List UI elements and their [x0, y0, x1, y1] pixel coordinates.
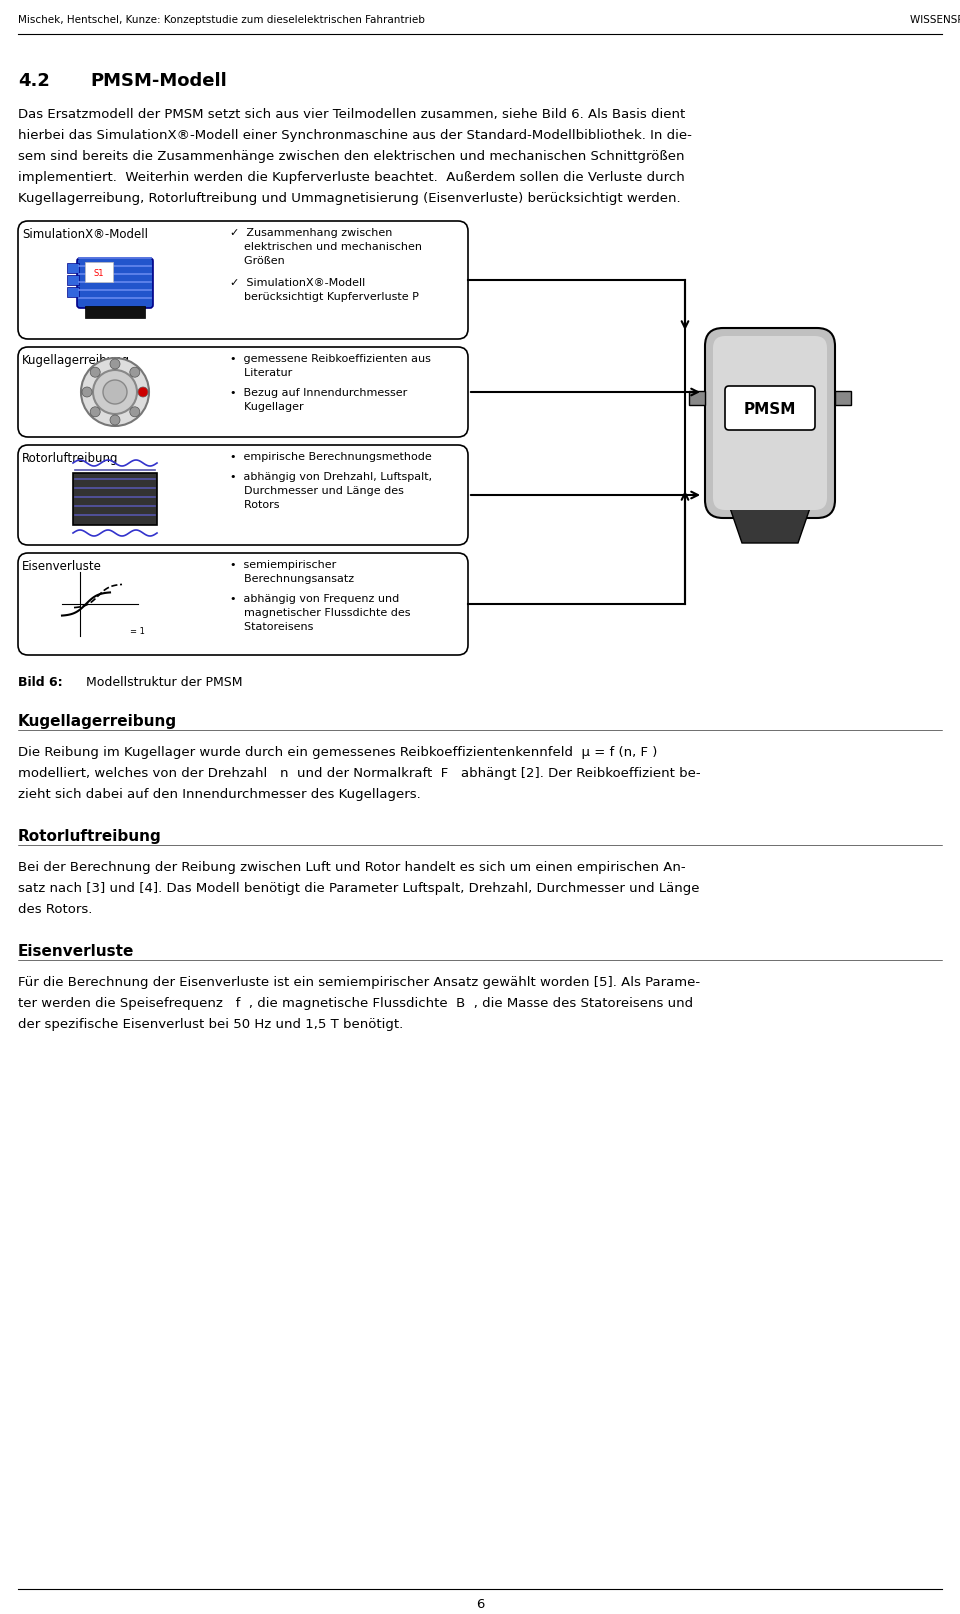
Text: Bild 6:: Bild 6:: [18, 676, 62, 689]
Circle shape: [81, 358, 149, 426]
Text: = 1: = 1: [130, 626, 145, 636]
Text: Statoreisens: Statoreisens: [230, 621, 313, 631]
Text: SimulationX®-Modell: SimulationX®-Modell: [22, 228, 148, 240]
Text: 4.2: 4.2: [18, 73, 50, 90]
Bar: [67, 276, 79, 286]
Text: WISSENSPORTAL baumaschine.de  2(2012): WISSENSPORTAL baumaschine.de 2(2012): [910, 15, 960, 24]
Text: sem sind bereits die Zusammenhänge zwischen den elektrischen und mechanischen Sc: sem sind bereits die Zusammenhänge zwisc…: [18, 150, 684, 163]
FancyBboxPatch shape: [18, 445, 468, 546]
Circle shape: [82, 387, 92, 397]
Circle shape: [110, 416, 120, 426]
Text: Eisenverluste: Eisenverluste: [18, 944, 134, 959]
Text: Kugellager: Kugellager: [230, 402, 303, 412]
Text: •  empirische Berechnungsmethode: • empirische Berechnungsmethode: [230, 452, 432, 462]
Text: berücksichtigt Kupferverluste P: berücksichtigt Kupferverluste P: [230, 292, 419, 302]
Text: •  abhängig von Drehzahl, Luftspalt,: • abhängig von Drehzahl, Luftspalt,: [230, 471, 432, 481]
Text: Kugellagerreibung: Kugellagerreibung: [22, 353, 131, 366]
Text: •  abhängig von Frequenz und: • abhängig von Frequenz und: [230, 594, 399, 604]
Text: zieht sich dabei auf den Innendurchmesser des Kugellagers.: zieht sich dabei auf den Innendurchmesse…: [18, 788, 420, 801]
Circle shape: [139, 389, 147, 397]
Text: Berechnungsansatz: Berechnungsansatz: [230, 573, 354, 584]
Circle shape: [110, 360, 120, 370]
Text: 6: 6: [476, 1598, 484, 1611]
Circle shape: [138, 387, 148, 397]
FancyBboxPatch shape: [18, 347, 468, 437]
Text: Die Reibung im Kugellager wurde durch ein gemessenes Reibkoeffizientenkennfeld  : Die Reibung im Kugellager wurde durch ei…: [18, 746, 658, 759]
Bar: [67, 287, 79, 299]
Text: Rotors: Rotors: [230, 500, 279, 510]
Text: Größen: Größen: [230, 257, 285, 266]
FancyBboxPatch shape: [713, 337, 827, 510]
Text: Rotorluftreibung: Rotorluftreibung: [18, 828, 161, 844]
Text: Modellstruktur der PMSM: Modellstruktur der PMSM: [74, 676, 243, 689]
Text: Rotorluftreibung: Rotorluftreibung: [22, 452, 118, 465]
Bar: [835, 392, 851, 405]
Text: Kugellagerreibung, Rotorluftreibung und Ummagnetisierung (Eisenverluste) berücks: Kugellagerreibung, Rotorluftreibung und …: [18, 192, 681, 205]
Bar: [689, 392, 705, 405]
FancyBboxPatch shape: [18, 554, 468, 655]
Text: hierbei das SimulationX®-Modell einer Synchronmaschine aus der Standard-Modellbi: hierbei das SimulationX®-Modell einer Sy…: [18, 129, 692, 142]
Text: Kugellagerreibung: Kugellagerreibung: [18, 713, 178, 728]
Circle shape: [130, 408, 140, 418]
Text: Eisenverluste: Eisenverluste: [22, 560, 102, 573]
Text: des Rotors.: des Rotors.: [18, 902, 92, 915]
Text: Literatur: Literatur: [230, 368, 292, 378]
Text: PMSM-Modell: PMSM-Modell: [90, 73, 227, 90]
Text: ✓  Zusammenhang zwischen: ✓ Zusammenhang zwischen: [230, 228, 393, 237]
FancyBboxPatch shape: [725, 387, 815, 431]
FancyBboxPatch shape: [705, 329, 835, 518]
Circle shape: [90, 408, 100, 418]
FancyBboxPatch shape: [18, 221, 468, 341]
FancyBboxPatch shape: [77, 258, 153, 308]
Text: modelliert, welches von der Drehzahl   n  und der Normalkraft  F   abhängt [2]. : modelliert, welches von der Drehzahl n u…: [18, 767, 701, 780]
Text: implementiert.  Weiterhin werden die Kupferverluste beachtet.  Außerdem sollen d: implementiert. Weiterhin werden die Kupf…: [18, 171, 684, 184]
Text: der spezifische Eisenverlust bei 50 Hz und 1,5 T benötigt.: der spezifische Eisenverlust bei 50 Hz u…: [18, 1017, 403, 1030]
Text: satz nach [3] und [4]. Das Modell benötigt die Parameter Luftspalt, Drehzahl, Du: satz nach [3] und [4]. Das Modell benöti…: [18, 881, 700, 894]
Text: Bei der Berechnung der Reibung zwischen Luft und Rotor handelt es sich um einen : Bei der Berechnung der Reibung zwischen …: [18, 860, 685, 873]
Bar: [85, 263, 113, 282]
Text: magnetischer Flussdichte des: magnetischer Flussdichte des: [230, 607, 411, 618]
Bar: [73, 473, 157, 526]
Text: ✓  SimulationX®-Modell: ✓ SimulationX®-Modell: [230, 278, 365, 287]
Text: •  semiempirischer: • semiempirischer: [230, 560, 336, 570]
Text: PMSM: PMSM: [744, 402, 796, 416]
Text: Das Ersatzmodell der PMSM setzt sich aus vier Teilmodellen zusammen, siehe Bild : Das Ersatzmodell der PMSM setzt sich aus…: [18, 108, 685, 121]
Bar: [67, 263, 79, 274]
Text: •  gemessene Reibkoeffizienten aus: • gemessene Reibkoeffizienten aus: [230, 353, 431, 363]
Circle shape: [90, 368, 100, 378]
Circle shape: [93, 371, 137, 415]
Text: Mischek, Hentschel, Kunze: Konzeptstudie zum dieselelektrischen Fahrantrieb: Mischek, Hentschel, Kunze: Konzeptstudie…: [18, 15, 425, 24]
Text: •  Bezug auf Innendurchmesser: • Bezug auf Innendurchmesser: [230, 387, 407, 397]
Polygon shape: [730, 508, 810, 544]
Circle shape: [130, 368, 140, 378]
Bar: [85, 307, 145, 320]
Text: ter werden die Speisefrequenz   f  , die magnetische Flussdichte  B  , die Masse: ter werden die Speisefrequenz f , die ma…: [18, 996, 693, 1009]
Text: Durchmesser und Länge des: Durchmesser und Länge des: [230, 486, 404, 495]
Text: elektrischen und mechanischen: elektrischen und mechanischen: [230, 242, 422, 252]
Circle shape: [103, 381, 127, 405]
Text: S1: S1: [94, 268, 105, 278]
Text: Für die Berechnung der Eisenverluste ist ein semiempirischer Ansatz gewählt word: Für die Berechnung der Eisenverluste ist…: [18, 975, 700, 988]
